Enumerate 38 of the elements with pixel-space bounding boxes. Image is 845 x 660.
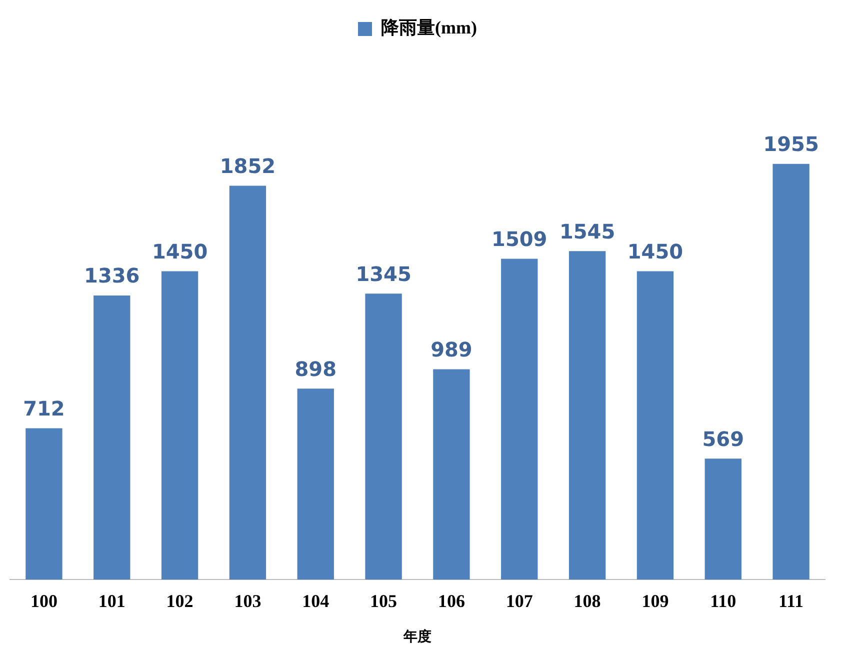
- x-tick-label: 100: [30, 591, 58, 612]
- data-label: 1852: [220, 154, 276, 178]
- bar: [433, 369, 470, 580]
- data-label: 1509: [492, 226, 548, 251]
- x-tick-label: 108: [574, 591, 601, 612]
- bar: [636, 271, 674, 580]
- bar: [568, 251, 606, 580]
- x-axis-title: 年度: [402, 628, 432, 646]
- legend-label: 降雨量(mm): [381, 18, 477, 38]
- x-tick-label: 107: [506, 591, 533, 612]
- data-label: 1336: [84, 264, 140, 288]
- bar: [501, 258, 538, 580]
- bar: [161, 271, 198, 580]
- data-label: 989: [430, 338, 472, 362]
- data-label: 1450: [627, 239, 684, 264]
- bar: [704, 458, 742, 580]
- data-label: 1450: [152, 239, 208, 264]
- x-tick-label: 109: [642, 591, 669, 612]
- x-tick-label: 101: [98, 591, 126, 612]
- data-label: 712: [23, 396, 65, 420]
- data-label: 1955: [763, 132, 819, 156]
- bar: [94, 296, 130, 580]
- data-label: 898: [294, 356, 336, 381]
- bar: [297, 388, 334, 580]
- data-label: 1545: [559, 219, 616, 244]
- bar: [229, 186, 266, 580]
- x-tick-label: 106: [438, 591, 465, 612]
- data-label: 1345: [356, 262, 412, 286]
- x-tick-label: 102: [166, 591, 194, 612]
- bar: [772, 164, 810, 580]
- bar: [365, 294, 402, 580]
- bar: [26, 428, 62, 580]
- x-tick-label: 105: [370, 591, 398, 612]
- x-tick-label: 104: [302, 591, 330, 612]
- data-label: 569: [702, 426, 744, 451]
- x-tick-label: 111: [778, 591, 804, 612]
- x-tick-label: 103: [234, 591, 262, 612]
- x-tick-label: 110: [710, 591, 736, 612]
